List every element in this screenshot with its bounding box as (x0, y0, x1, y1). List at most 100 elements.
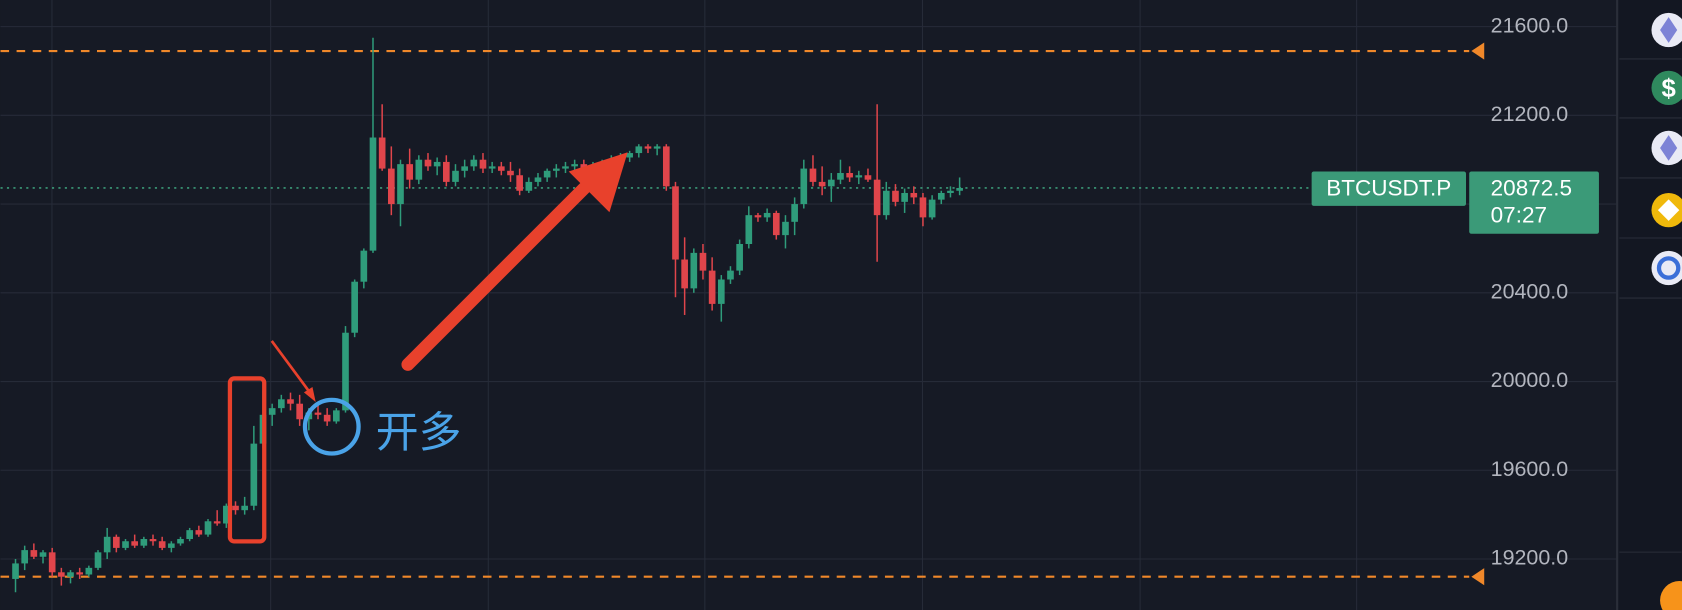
candle-body (48, 552, 56, 573)
candle-body (516, 175, 523, 191)
candle-body (378, 137, 386, 169)
candle-body (30, 550, 38, 557)
candle-body (296, 403, 303, 420)
candle-body (772, 212, 780, 236)
candle-body (644, 146, 652, 149)
candle-body (873, 179, 881, 216)
candle-body (497, 166, 505, 171)
candle-body (122, 541, 129, 548)
small-arrow (270, 340, 313, 396)
candle-body (827, 179, 835, 187)
candle-body (653, 146, 661, 149)
candle-body (21, 550, 29, 564)
candle-body (158, 541, 166, 548)
candle-body (58, 572, 65, 577)
candle-body (928, 199, 936, 218)
candle-body (479, 159, 487, 169)
candle-body (892, 190, 899, 202)
last-price-label: 20872.5 (1491, 176, 1572, 201)
candle-body (956, 187, 963, 191)
candle-body (149, 539, 157, 542)
annotations: 开多 (227, 152, 628, 544)
candle-body (791, 204, 798, 222)
candle-body (699, 252, 707, 271)
candle-body (754, 215, 762, 218)
candle-body (213, 521, 221, 524)
small-arrow-head (303, 387, 316, 403)
candle-body (937, 192, 945, 200)
candle-body (745, 215, 753, 244)
candle-body (369, 137, 377, 251)
candle-body (461, 166, 468, 171)
candle-body (470, 159, 478, 167)
candle-body (406, 164, 413, 180)
candle-body (314, 412, 322, 415)
candle-body (76, 572, 84, 575)
candle-body (223, 505, 230, 524)
big-arrow (401, 177, 595, 371)
last-price-bg (1469, 171, 1599, 234)
candle-body (681, 259, 688, 289)
highlight-box (227, 376, 267, 544)
coin-icon[interactable] (1660, 581, 1682, 610)
candle-body (360, 250, 368, 282)
candle-body (442, 161, 450, 182)
big-arrow-head (568, 152, 628, 213)
y-tick-label: 21600.0 (1491, 13, 1569, 37)
candle-body (397, 164, 404, 205)
candle-body (800, 168, 808, 205)
candle-body (727, 270, 734, 280)
candle-body (351, 281, 358, 333)
candle-body (232, 505, 239, 511)
candle-body (534, 177, 542, 182)
candle-body (333, 410, 340, 422)
candle-body (846, 173, 853, 178)
candles (12, 37, 963, 593)
candle-body (562, 166, 569, 169)
candle-body (113, 536, 120, 548)
candle-body (507, 170, 514, 176)
candle-body (278, 399, 285, 409)
entry-circle (302, 397, 361, 456)
candle-body (433, 161, 441, 167)
candle-body (809, 168, 817, 182)
candle-body (204, 521, 212, 535)
candle-body (919, 197, 927, 218)
candle-body (662, 146, 670, 187)
candle-body (424, 159, 432, 167)
candle-body (571, 164, 578, 167)
y-tick-label: 19200.0 (1491, 546, 1569, 570)
candle-body (947, 190, 954, 193)
candle-body (250, 443, 258, 506)
candle-body (525, 181, 533, 191)
last-price: BTCUSDT.P 20872.5 07:27 (1311, 171, 1599, 234)
candle-body (287, 399, 294, 404)
candle-body (635, 146, 643, 154)
candle-body (39, 552, 47, 557)
candle-body (85, 567, 93, 575)
candle-body (882, 190, 890, 216)
annotation-text: 开多 (376, 408, 462, 458)
symbol-label-bg (1311, 171, 1467, 206)
countdown: 07:27 (1491, 203, 1547, 228)
candle-body (186, 530, 193, 540)
candle-body (837, 173, 844, 180)
candle-body (626, 153, 633, 158)
coin-icon[interactable] (1651, 70, 1682, 106)
candle-body (690, 252, 698, 289)
candle-body (241, 505, 248, 511)
candle-body (103, 536, 111, 553)
candle-body (67, 572, 74, 577)
time-grid (51, 0, 1358, 610)
candle-body (177, 539, 184, 544)
coin-glyph (1656, 256, 1681, 280)
candle-body (708, 270, 716, 304)
y-tick-label: 20400.0 (1491, 279, 1569, 303)
candle-body (388, 168, 395, 205)
y-tick-label: 20000.0 (1491, 368, 1569, 392)
candle-body (864, 175, 872, 180)
candle-body (415, 159, 423, 180)
grid (0, 26, 1618, 560)
